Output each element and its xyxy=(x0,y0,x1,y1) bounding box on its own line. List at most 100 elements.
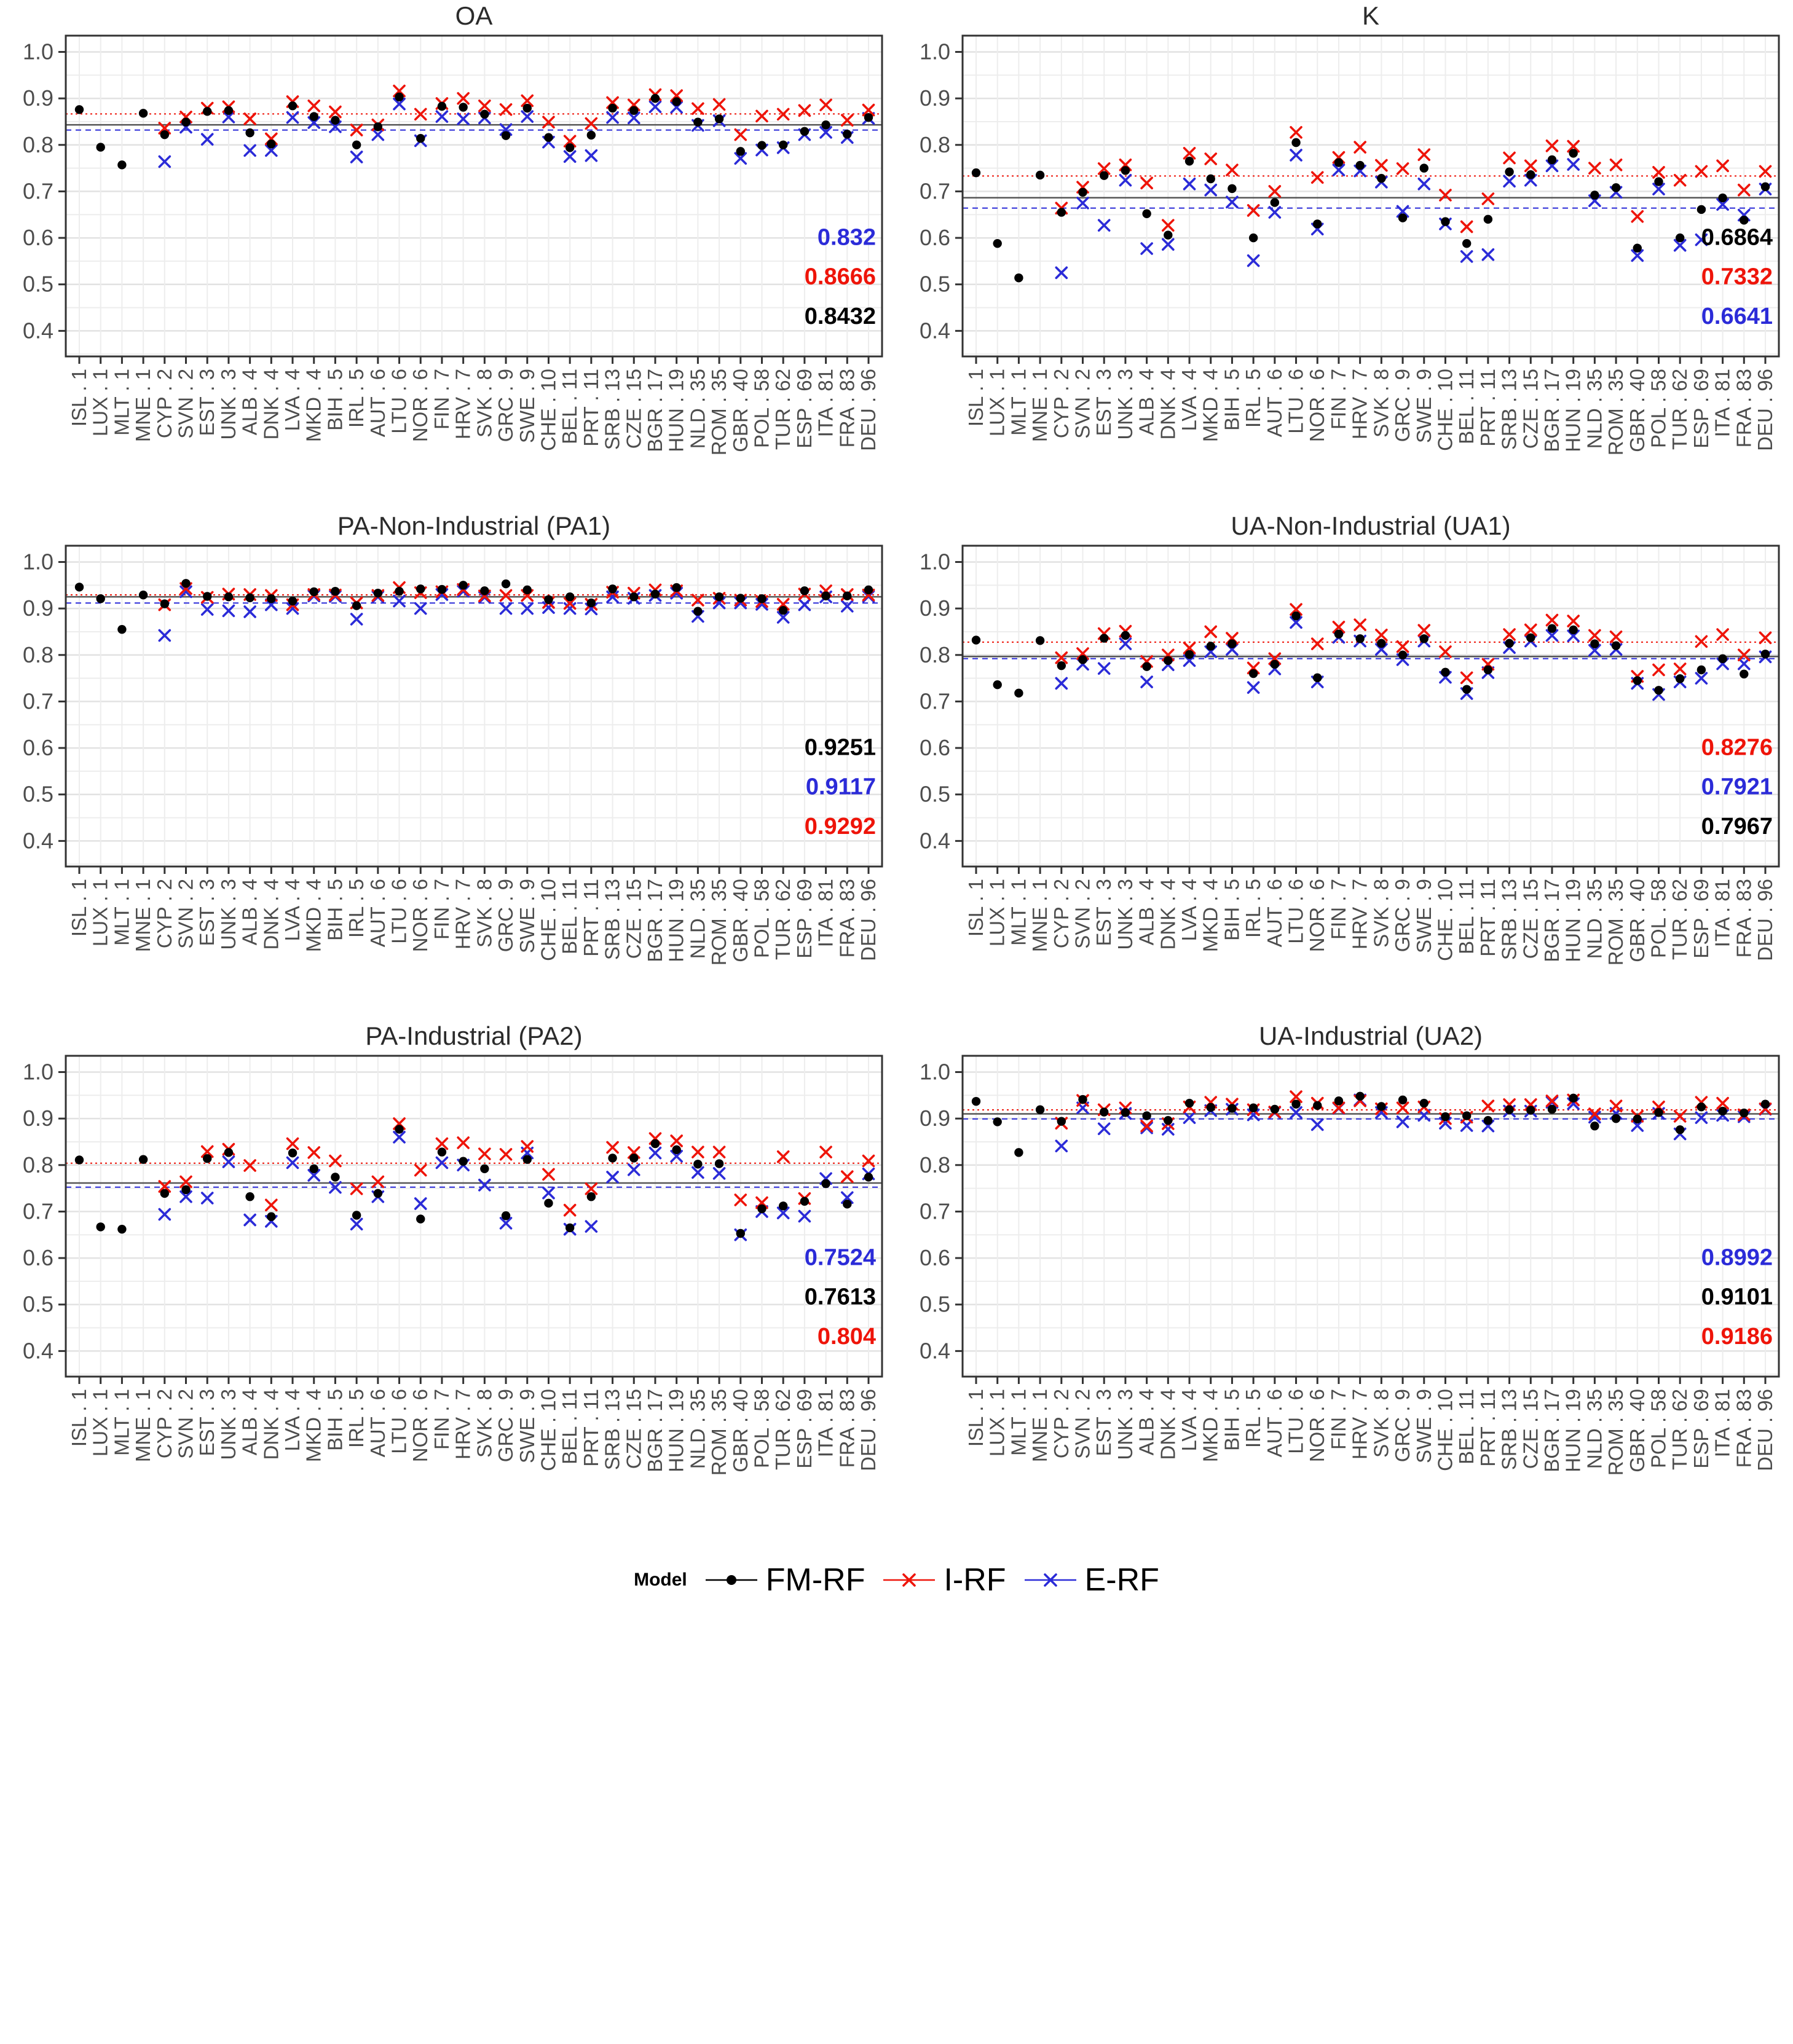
svg-text:UNK . 3: UNK . 3 xyxy=(1113,879,1136,950)
svg-text:MKD . 4: MKD . 4 xyxy=(302,879,325,952)
svg-text:SWE . 9: SWE . 9 xyxy=(516,369,538,443)
svg-text:MLT . 1: MLT . 1 xyxy=(110,369,133,436)
svg-text:BIH . 5: BIH . 5 xyxy=(323,1389,346,1451)
svg-text:0.4: 0.4 xyxy=(23,1338,53,1363)
svg-text:FRA . 83: FRA . 83 xyxy=(835,879,858,957)
svg-text:LTU . 6: LTU . 6 xyxy=(388,369,411,434)
svg-text:DEU . 96: DEU . 96 xyxy=(857,1389,880,1471)
svg-text:FRA . 83: FRA . 83 xyxy=(1732,879,1755,957)
svg-text:SVN . 2: SVN . 2 xyxy=(175,879,197,949)
legend-item-fmrf: FM-RF xyxy=(703,1562,865,1598)
svg-text:0.7524: 0.7524 xyxy=(805,1244,876,1270)
legend-marker xyxy=(705,1575,757,1585)
svg-text:BEL . 11: BEL . 11 xyxy=(1455,879,1478,954)
svg-text:MKD . 4: MKD . 4 xyxy=(302,1389,325,1462)
svg-text:MNE . 1: MNE . 1 xyxy=(132,369,154,442)
svg-text:BIH . 5: BIH . 5 xyxy=(1220,369,1243,431)
plot-ua1: UA-Non-Industrial (UA1) 1.0 0.9 0.8 0.7 0.6 0.… xyxy=(919,514,1779,965)
legend-title: Model xyxy=(634,1570,687,1590)
svg-text:BEL . 11: BEL . 11 xyxy=(1455,1389,1478,1464)
svg-text:GBR . 40: GBR . 40 xyxy=(1625,369,1648,452)
svg-text:ITA . 81: ITA . 81 xyxy=(1711,879,1733,947)
svg-text:BIH . 5: BIH . 5 xyxy=(323,879,346,941)
svg-text:0.832: 0.832 xyxy=(818,224,876,250)
svg-text:FIN . 7: FIN . 7 xyxy=(430,1389,453,1450)
svg-text:MNE . 1: MNE . 1 xyxy=(1028,369,1051,442)
svg-text:AUT . 6: AUT . 6 xyxy=(366,369,389,437)
svg-text:GRC . 9: GRC . 9 xyxy=(494,879,517,952)
panel-k: K 1.0 0.9 0.8 0.7 0.6 0.5 0.4 ISL . 1 LUX . 1 MLT … xyxy=(896,4,1793,514)
panel-ua2: UA-Industrial (UA2) 1.0 0.9 0.8 0.7 0.6 0.5 0.4… xyxy=(896,1024,1793,1534)
svg-text:0.6: 0.6 xyxy=(23,1245,53,1270)
svg-text:TUR . 62: TUR . 62 xyxy=(771,369,794,450)
svg-text:MNE . 1: MNE . 1 xyxy=(1028,1389,1051,1462)
svg-text:0.5: 0.5 xyxy=(23,782,53,807)
svg-text:MLT . 1: MLT . 1 xyxy=(110,1389,133,1456)
svg-text:0.9: 0.9 xyxy=(919,596,950,621)
svg-text:SRB . 13: SRB . 13 xyxy=(601,369,624,450)
plot-pa1: PA-Non-Industrial (PA1) 1.0 0.9 0.8 0.7 0.6 0.… xyxy=(23,514,883,965)
legend-item-irf: I-RF xyxy=(881,1562,1006,1598)
panel-pa2: PA-Industrial (PA2) 1.0 0.9 0.8 0.7 0.6 0.5 0.4… xyxy=(0,1024,896,1534)
svg-text:0.7: 0.7 xyxy=(23,178,53,203)
svg-text:BIH . 5: BIH . 5 xyxy=(323,369,346,431)
svg-text:MKD . 4: MKD . 4 xyxy=(1199,879,1221,952)
svg-text:1.0: 1.0 xyxy=(919,39,950,64)
svg-text:0.8: 0.8 xyxy=(23,642,53,667)
svg-text:ALB . 4: ALB . 4 xyxy=(238,1389,261,1455)
svg-text:BEL . 11: BEL . 11 xyxy=(558,879,581,954)
panel-title-pa2: PA-Industrial (PA2) xyxy=(365,1024,582,1050)
svg-text:0.7: 0.7 xyxy=(23,1198,53,1224)
svg-text:BGR . 17: BGR . 17 xyxy=(1540,369,1562,452)
svg-text:SRB . 13: SRB . 13 xyxy=(1497,369,1520,450)
svg-text:0.7613: 0.7613 xyxy=(805,1284,876,1310)
svg-text:ALB . 4: ALB . 4 xyxy=(238,879,261,945)
panel-ua1: UA-Non-Industrial (UA1) 1.0 0.9 0.8 0.7 0.6 0.… xyxy=(896,514,1793,1024)
svg-text:HRV . 7: HRV . 7 xyxy=(1348,879,1371,949)
svg-text:CYP . 2: CYP . 2 xyxy=(153,369,176,438)
svg-text:ITA . 81: ITA . 81 xyxy=(1711,369,1733,437)
svg-text:AUT . 6: AUT . 6 xyxy=(1263,369,1285,437)
svg-text:0.6: 0.6 xyxy=(919,225,950,250)
plot-ua2: UA-Industrial (UA2) 1.0 0.9 0.8 0.7 0.6 0.5 0.4… xyxy=(919,1024,1779,1476)
svg-text:0.9251: 0.9251 xyxy=(805,734,876,760)
svg-text:SRB . 13: SRB . 13 xyxy=(1497,879,1520,960)
erf-marker-icon xyxy=(1024,1573,1076,1587)
svg-text:DNK . 4: DNK . 4 xyxy=(259,1389,282,1460)
irf-marker-icon xyxy=(883,1573,936,1587)
svg-text:ALB . 4: ALB . 4 xyxy=(1135,1389,1157,1455)
svg-text:DNK . 4: DNK . 4 xyxy=(259,369,282,440)
fmrf-marker-icon xyxy=(705,1575,757,1585)
svg-text:DEU . 96: DEU . 96 xyxy=(1754,369,1776,451)
svg-text:ISL . 1: ISL . 1 xyxy=(68,1389,90,1447)
svg-text:LUX . 1: LUX . 1 xyxy=(985,879,1008,946)
legend-item-erf: E-RF xyxy=(1022,1562,1159,1598)
panel-pa1: PA-Non-Industrial (PA1) 1.0 0.9 0.8 0.7 0.6 0.… xyxy=(0,514,896,1024)
svg-text:CYP . 2: CYP . 2 xyxy=(1049,1389,1072,1458)
svg-text:SVK . 8: SVK . 8 xyxy=(473,369,495,438)
svg-text:1.0: 1.0 xyxy=(919,1059,950,1084)
svg-text:SVK . 8: SVK . 8 xyxy=(1369,879,1392,948)
svg-text:LUX . 1: LUX . 1 xyxy=(89,369,112,436)
svg-text:ESP . 69: ESP . 69 xyxy=(1689,1389,1712,1469)
svg-text:ISL . 1: ISL . 1 xyxy=(964,369,987,426)
svg-text:0.6641: 0.6641 xyxy=(1701,304,1772,329)
svg-text:CZE . 15: CZE . 15 xyxy=(622,879,645,959)
svg-text:TUR . 62: TUR . 62 xyxy=(771,879,794,960)
svg-text:MLT . 1: MLT . 1 xyxy=(110,879,133,946)
svg-text:ROM . 35: ROM . 35 xyxy=(1604,1389,1627,1476)
svg-text:0.7: 0.7 xyxy=(919,1198,950,1224)
svg-text:HUN . 19: HUN . 19 xyxy=(665,879,688,962)
svg-text:MNE . 1: MNE . 1 xyxy=(132,879,154,952)
svg-text:IRL . 5: IRL . 5 xyxy=(345,369,368,428)
legend-item-label: FM-RF xyxy=(765,1562,865,1598)
svg-text:ROM . 35: ROM . 35 xyxy=(707,879,730,965)
svg-text:LVA . 4: LVA . 4 xyxy=(1178,369,1200,431)
svg-text:CYP . 2: CYP . 2 xyxy=(153,879,176,948)
svg-text:NOR . 6: NOR . 6 xyxy=(409,879,432,952)
svg-text:POL . 58: POL . 58 xyxy=(1647,879,1669,958)
svg-text:PRT . 11: PRT . 11 xyxy=(580,369,602,447)
svg-text:CZE . 15: CZE . 15 xyxy=(1519,1389,1542,1469)
